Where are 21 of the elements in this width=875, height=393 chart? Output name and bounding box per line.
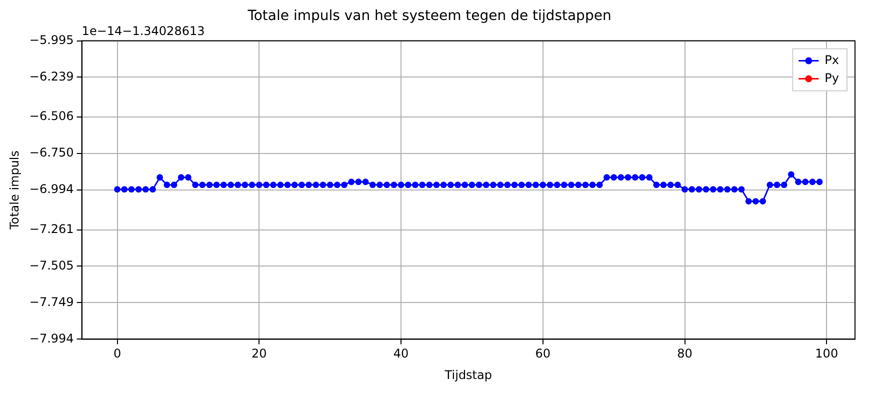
y-tick-label: −6.750 bbox=[29, 146, 74, 160]
x-tick-label: 20 bbox=[252, 346, 267, 361]
y-tick-label: −6.239 bbox=[29, 69, 74, 84]
y-tick-label: −7.749 bbox=[29, 294, 74, 309]
y-axis-title: Totale impuls bbox=[7, 150, 22, 231]
x-tick-label: 80 bbox=[677, 346, 692, 361]
y-tick-label: −7.505 bbox=[29, 258, 74, 272]
x-axis-title: Tijdstap bbox=[444, 368, 492, 382]
y-tick-label: −5.995 bbox=[29, 32, 74, 47]
x-tick-label: 100 bbox=[815, 346, 838, 361]
x-tick-label: 40 bbox=[393, 346, 409, 361]
chart-title: Totale impuls van het systeem tegen de tijdstappen bbox=[246, 8, 612, 24]
y-tick-label: −6.994 bbox=[29, 182, 74, 196]
legend-label: Px bbox=[824, 52, 840, 67]
y-tick-label: −6.506 bbox=[29, 109, 74, 124]
y-tick-label: −7.261 bbox=[29, 222, 74, 236]
text: 1e−14−1.34028613 bbox=[82, 24, 205, 38]
y-tick-label: −7.994 bbox=[29, 331, 74, 346]
legend-label: Py bbox=[824, 70, 840, 85]
x-tick-label: 0 bbox=[113, 346, 122, 361]
x-tick-label: 60 bbox=[535, 346, 551, 361]
